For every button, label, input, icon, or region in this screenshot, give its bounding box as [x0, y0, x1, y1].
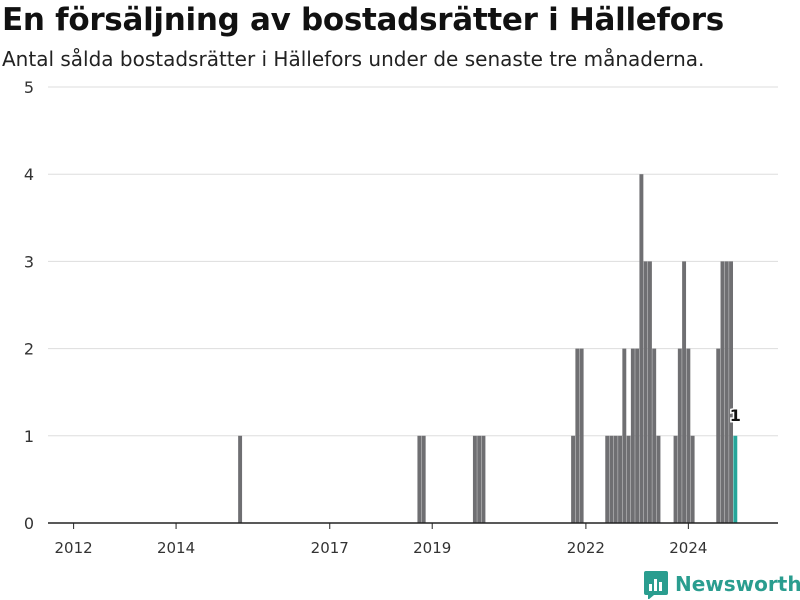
bar-2024-01 — [686, 348, 691, 523]
bar-2024-08 — [716, 348, 721, 523]
bar-2022-08 — [613, 435, 618, 523]
bar-2024-11 — [729, 261, 734, 523]
brand-logo: Newsworthy — [643, 568, 800, 600]
bar-2019-11 — [472, 435, 477, 523]
bar-2023-11 — [677, 348, 682, 523]
y-tick-label-3: 3 — [24, 252, 34, 271]
bar-2022-10 — [622, 348, 627, 523]
bar-2023-12 — [682, 261, 687, 523]
bar-2022-11 — [626, 435, 631, 523]
x-tick-label-2019: 2019 — [413, 539, 451, 557]
brand-name: Newsworthy — [675, 572, 800, 596]
x-tick-label-2022: 2022 — [567, 539, 605, 557]
y-axis-ticks: 0 1 2 3 4 5 — [24, 78, 34, 533]
bar-2023-10 — [673, 435, 678, 523]
y-tick-label-2: 2 — [24, 340, 34, 359]
bar-2021-12 — [579, 348, 584, 523]
bar-highlight-2024-12 — [733, 435, 738, 523]
bars — [238, 174, 738, 523]
bar-2018-11 — [421, 435, 426, 523]
bar-2018-10 — [417, 435, 422, 523]
bar-2024-02 — [690, 435, 695, 523]
x-tick-label-2024: 2024 — [669, 539, 707, 557]
bar-2015-04 — [238, 435, 243, 523]
bar-2021-10 — [571, 435, 576, 523]
x-tick-label-2017: 2017 — [311, 539, 349, 557]
y-tick-label-5: 5 — [24, 78, 34, 97]
data-label-highlight: 1 — [730, 406, 741, 425]
newsworthy-logo-icon — [644, 571, 668, 599]
bar-2024-10 — [724, 261, 729, 523]
bar-2022-06 — [605, 435, 610, 523]
bar-2020-01 — [481, 435, 486, 523]
chart-title: En försäljning av bostadsrätter i Hällef… — [2, 2, 724, 38]
bar-2023-05 — [652, 348, 657, 523]
gridlines — [48, 86, 778, 437]
x-tick-label-2014: 2014 — [157, 539, 195, 557]
y-tick-label-1: 1 — [24, 427, 34, 446]
y-tick-label-0: 0 — [24, 514, 34, 533]
x-axis-ticks: 2012 2014 2017 2019 2022 2024 — [55, 523, 707, 557]
bar-2022-07 — [609, 435, 614, 523]
bar-2021-11 — [575, 348, 580, 523]
bar-2022-09 — [618, 435, 623, 523]
bar-2023-03 — [643, 261, 648, 523]
bar-2023-01 — [635, 348, 640, 523]
data-labels: 1 — [728, 404, 742, 426]
bar-2023-02 — [639, 174, 644, 523]
bar-2023-04 — [647, 261, 652, 523]
bar-2024-09 — [720, 261, 725, 523]
chart-subtitle: Antal sålda bostadsrätter i Hällefors un… — [2, 47, 705, 71]
bar-2023-06 — [656, 435, 661, 523]
bar-2022-12 — [630, 348, 635, 523]
x-tick-label-2012: 2012 — [55, 539, 93, 557]
bar-2019-12 — [477, 435, 482, 523]
y-tick-label-4: 4 — [24, 165, 34, 184]
